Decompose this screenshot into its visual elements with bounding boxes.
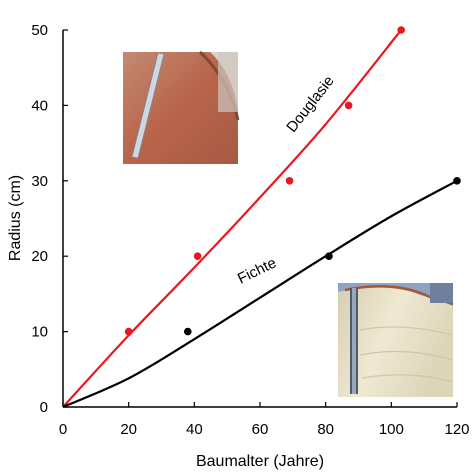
x-tick-label: 120: [444, 421, 469, 438]
series-label-fichte: Fichte: [235, 254, 279, 287]
data-point-douglasie: [285, 177, 294, 185]
fit-curves: [62, 29, 458, 409]
data-point-douglasie: [344, 101, 353, 110]
data-point-fichte: [183, 327, 192, 336]
data-point-douglasie: [397, 26, 405, 34]
axes: 0 10 20 30 40 50 0 20 40 60 80 100 120: [31, 22, 469, 438]
y-tick-label: 0: [40, 399, 48, 416]
y-axis-title: Radius (cm): [7, 175, 24, 261]
x-tick-label: 100: [379, 421, 404, 438]
y-tick-label: 30: [31, 173, 48, 190]
fit-curve-fichte: [62, 179, 458, 409]
fit-curve-douglasie: [62, 29, 403, 408]
x-tick-label: 40: [186, 421, 203, 438]
douglas-fir-trunk-photo: [123, 50, 240, 164]
y-tick-label: 50: [31, 22, 48, 39]
y-tick-label: 20: [31, 248, 48, 265]
series-label-douglasie: Douglasie: [283, 73, 337, 136]
x-tick-label: 60: [252, 421, 269, 438]
y-tick-label: 10: [31, 324, 48, 341]
x-tick-label: 80: [317, 421, 334, 438]
x-axis-title: Baumalter (Jahre): [196, 453, 324, 470]
data-point-fichte: [325, 252, 333, 260]
x-tick-label: 0: [59, 421, 67, 438]
spruce-trunk-photo: [338, 283, 454, 397]
y-tick-label: 40: [31, 97, 48, 114]
data-point-fichte: [453, 177, 461, 185]
data-point-douglasie: [124, 327, 133, 336]
data-point-douglasie: [193, 252, 202, 260]
x-tick-label: 20: [120, 421, 137, 438]
data-points: [124, 26, 461, 336]
